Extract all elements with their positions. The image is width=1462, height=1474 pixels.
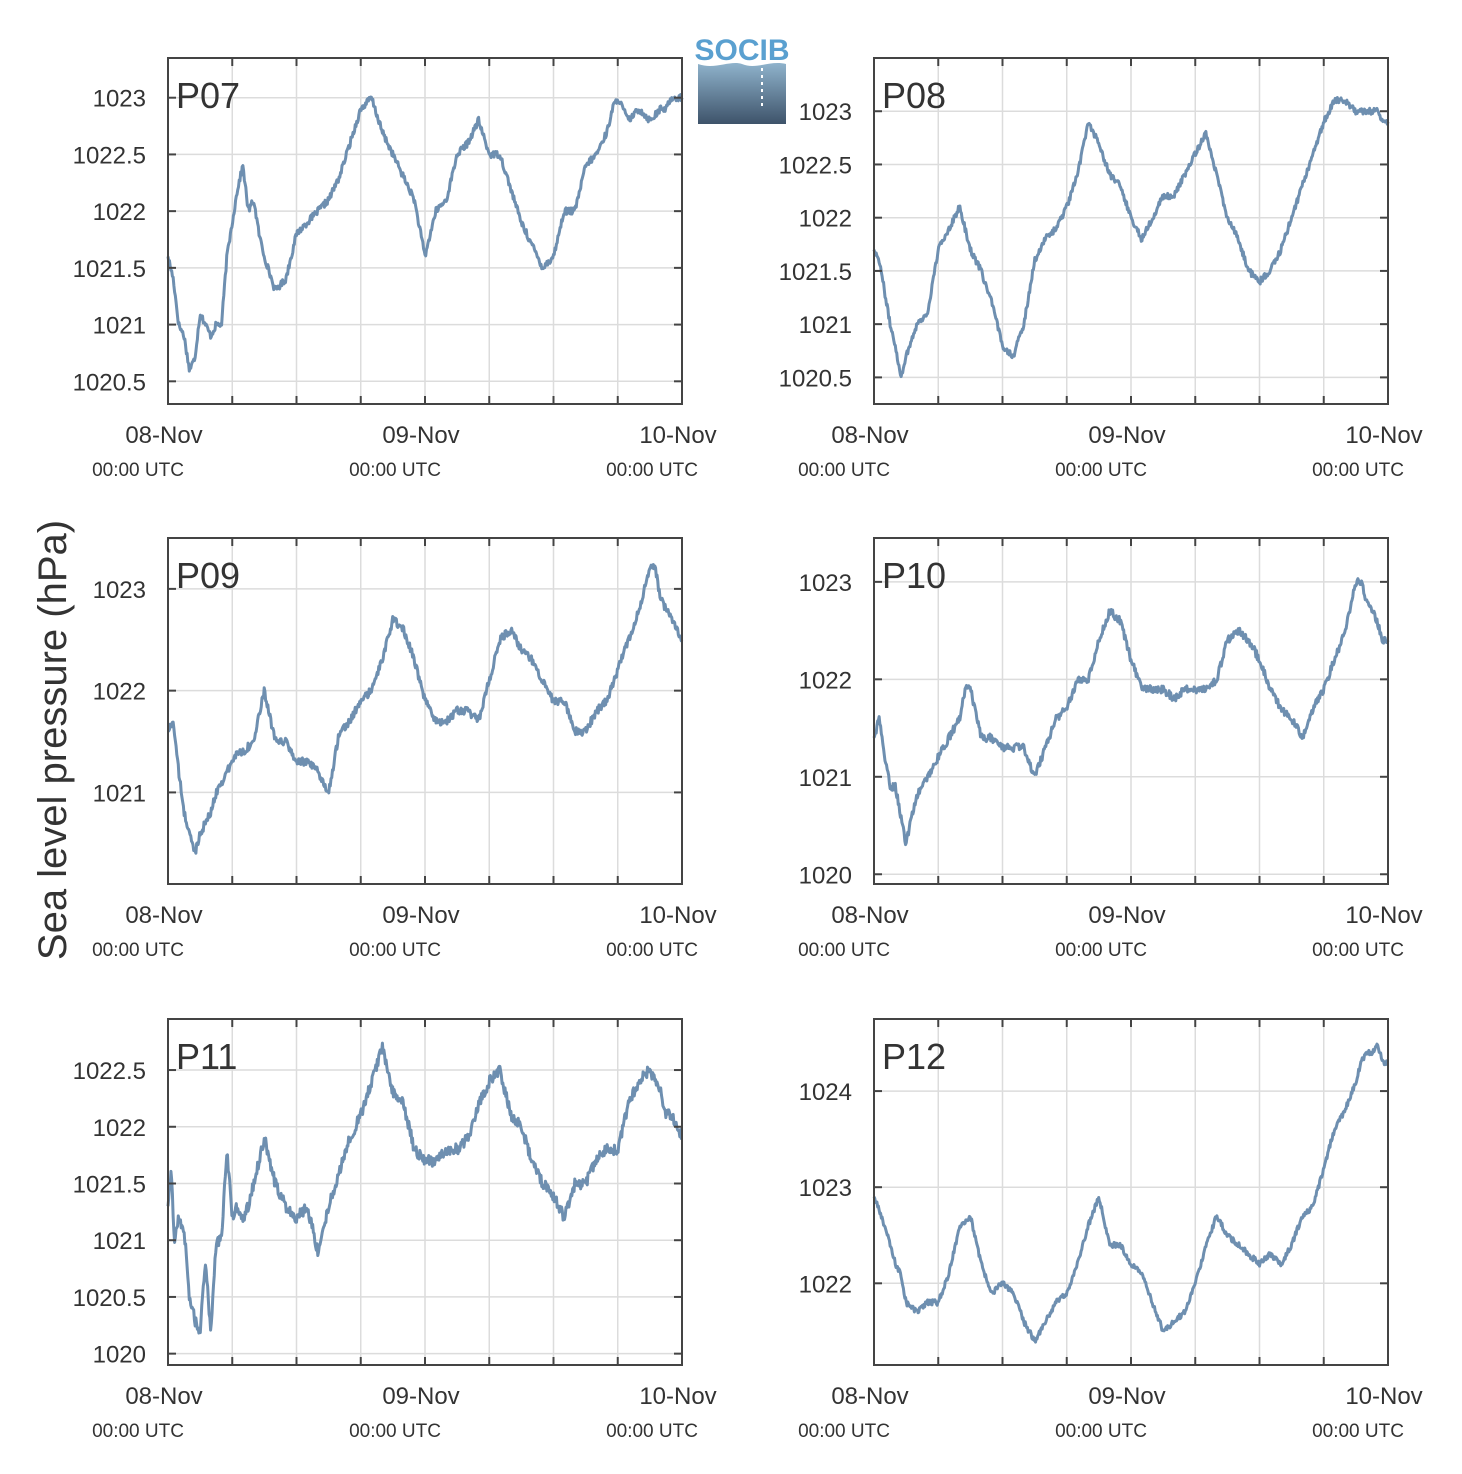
gridlines (874, 1019, 1388, 1365)
gridlines (874, 538, 1388, 884)
y-tick-label: 1021.5 (73, 256, 146, 283)
y-tick-label: 1023 (93, 577, 146, 604)
y-tick-label: 1022 (93, 199, 146, 226)
x-tick-label-date: 09-Nov (1088, 902, 1165, 929)
x-tick-label-time: 00:00 UTC (1055, 460, 1147, 481)
x-tick-label-date: 10-Nov (639, 422, 716, 449)
gridlines (168, 58, 682, 404)
y-tick-label: 1021 (93, 1228, 146, 1255)
x-tick-label-time: 00:00 UTC (349, 1421, 441, 1442)
y-tick-label: 1022.5 (73, 142, 146, 169)
panel-p09: 1021 1022 1023 08-Nov 00:00 UTC 09-Nov 00:00 U… (92, 537, 717, 961)
x-tick-label-date: 10-Nov (1345, 422, 1422, 449)
y-tick-label: 1021 (93, 780, 146, 807)
y-tick-label: 1022 (93, 679, 146, 706)
x-tick-label-time: 00:00 UTC (798, 1421, 890, 1442)
x-tick-label-time: 00:00 UTC (1312, 460, 1404, 481)
panel-p08: 1020.5 1021 1021.5 1022 1022.5 1023 08-Nov 00:0… (779, 57, 1423, 481)
x-tick-label-date: 10-Nov (639, 902, 716, 929)
y-tick-label: 1022 (799, 206, 852, 233)
y-tick-label: 1022.5 (779, 152, 852, 179)
x-tick-label-date: 08-Nov (831, 1383, 908, 1410)
y-tick-label: 1023 (799, 1175, 852, 1202)
x-tick-label-time: 00:00 UTC (92, 940, 184, 961)
y-tick-label: 1023 (93, 86, 146, 113)
y-tick-label: 1022 (799, 667, 852, 694)
x-tick-label-time: 00:00 UTC (1312, 940, 1404, 961)
gridlines (168, 538, 682, 884)
x-tick-label-date: 09-Nov (382, 1383, 459, 1410)
x-tick-label-date: 08-Nov (125, 1383, 202, 1410)
y-tick-label: 1020.5 (73, 369, 146, 396)
series-line (872, 1042, 1389, 1344)
y-tick-label: 1020.5 (779, 365, 852, 392)
station-label: P12 (882, 1036, 946, 1077)
x-tick-label-date: 08-Nov (125, 902, 202, 929)
x-tick-label-time: 00:00 UTC (606, 940, 698, 961)
x-tick-label-time: 00:00 UTC (92, 460, 184, 481)
socib-logo-block (698, 63, 786, 124)
socib-logo-dots (761, 68, 763, 106)
x-tick-label-time: 00:00 UTC (606, 1421, 698, 1442)
y-tick-label: 1020.5 (73, 1285, 146, 1312)
y-tick-label: 1021.5 (779, 259, 852, 286)
x-tick-label-time: 00:00 UTC (798, 460, 890, 481)
y-tick-label: 1023 (799, 570, 852, 597)
x-tick-label-time: 00:00 UTC (1055, 1421, 1147, 1442)
x-tick-label-time: 00:00 UTC (798, 940, 890, 961)
y-tick-label: 1024 (799, 1079, 852, 1106)
y-tick-label: 1022 (93, 1115, 146, 1142)
y-tick-label: 1021 (799, 765, 852, 792)
y-tick-label: 1021 (93, 313, 146, 340)
axis-ticks (873, 538, 1389, 884)
socib-logo-text: SOCIB (694, 34, 789, 67)
series-line (167, 563, 684, 855)
series-line (166, 93, 684, 373)
axis-ticks (167, 58, 683, 404)
panel-p07: 1020.5 1021 1021.5 1022 1022.5 1023 08-Nov 00:0… (73, 57, 717, 481)
x-tick-label-date: 09-Nov (1088, 1383, 1165, 1410)
station-label: P11 (176, 1036, 237, 1077)
x-tick-label-date: 09-Nov (382, 902, 459, 929)
series-line (872, 95, 1390, 379)
x-tick-label-date: 08-Nov (125, 422, 202, 449)
x-tick-label-time: 00:00 UTC (1055, 940, 1147, 961)
station-label: P08 (882, 75, 946, 116)
socib-logo: SOCIB (694, 34, 790, 124)
station-label: P09 (176, 555, 240, 596)
x-tick-label-date: 09-Nov (382, 422, 459, 449)
x-tick-label-date: 10-Nov (1345, 1383, 1422, 1410)
panel-p11: 1020 1020.5 1021 1021.5 1022 1022.5 08-Nov 00:0… (73, 1018, 717, 1442)
y-axis-label: Sea level pressure (hPa) (31, 520, 75, 960)
x-tick-label-date: 10-Nov (639, 1383, 716, 1410)
x-tick-label-date: 10-Nov (1345, 902, 1422, 929)
series-line (166, 1041, 683, 1335)
y-tick-label: 1021 (799, 312, 852, 339)
axis-ticks (873, 1019, 1389, 1365)
y-tick-label: 1022 (799, 1271, 852, 1298)
y-tick-label: 1021.5 (73, 1171, 146, 1198)
panel-p12: 1022 1023 1024 08-Nov 00:00 UTC 09-Nov 00:00 U… (798, 1018, 1423, 1442)
x-tick-label-date: 08-Nov (831, 902, 908, 929)
axis-ticks (167, 538, 683, 884)
y-tick-label: 1020 (93, 1342, 146, 1369)
chart-panels: 1020.5 1021 1021.5 1022 1022.5 1023 08-Nov 00:0… (73, 57, 1423, 1442)
y-tick-label: 1020 (799, 862, 852, 889)
x-tick-label-time: 00:00 UTC (92, 1421, 184, 1442)
y-tick-label: 1022.5 (73, 1058, 146, 1085)
x-tick-label-time: 00:00 UTC (1312, 1421, 1404, 1442)
panel-p10: 1020 1021 1022 1023 08-Nov 00:00 UTC 09-Nov 00:… (798, 537, 1423, 961)
x-tick-label-date: 08-Nov (831, 422, 908, 449)
x-tick-label-time: 00:00 UTC (349, 460, 441, 481)
station-label: P10 (882, 555, 946, 596)
station-label: P07 (176, 75, 240, 116)
axis-ticks (873, 58, 1389, 404)
y-tick-label: 1023 (799, 99, 852, 126)
series-line (872, 577, 1390, 847)
axis-ticks (167, 1019, 683, 1365)
x-tick-label-time: 00:00 UTC (349, 940, 441, 961)
x-tick-label-time: 00:00 UTC (606, 460, 698, 481)
x-tick-label-date: 09-Nov (1088, 422, 1165, 449)
